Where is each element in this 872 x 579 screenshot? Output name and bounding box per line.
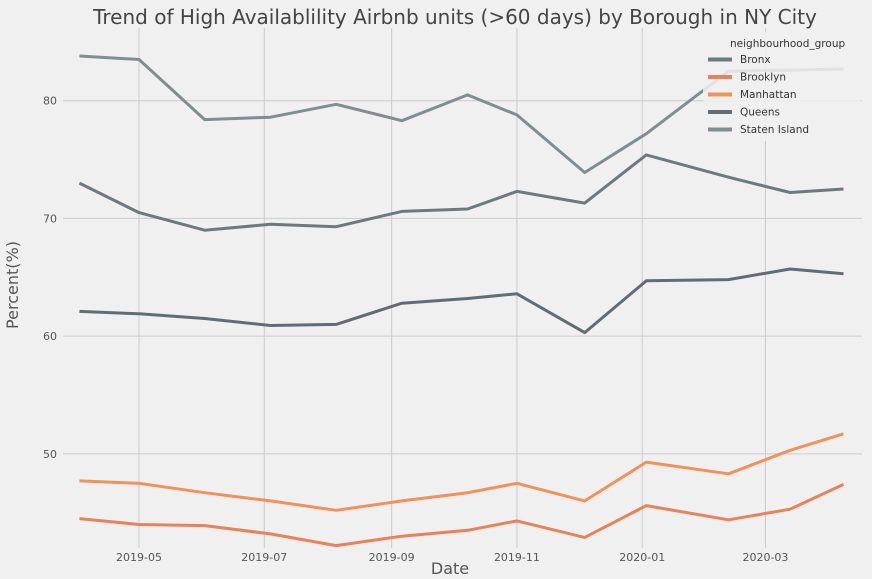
legend-label-queens: Queens [740,107,780,119]
legend-label-bronx: Bronx [740,54,771,66]
y-tick-label: 60 [43,330,57,343]
series-line-bronx [78,153,844,232]
legend-title: neighbourhood_group [730,38,845,50]
tick-labels: 2019-05 2019-07 2019-09 2019-11 2020-01 2020-… [43,95,788,564]
y-tick-label: 70 [43,212,57,225]
y-tick-label: 50 [43,448,57,461]
series-line-brooklyn [79,483,845,548]
legend-box [703,32,861,141]
series-line-queens [79,267,844,335]
x-tick-label: 2020-03 [742,551,788,564]
series-lines [78,54,845,548]
x-tick-label: 2019-05 [116,551,162,564]
x-axis-title: Date [431,559,469,578]
y-tick-label: 80 [43,95,57,108]
chart-title: Trend of High Availablility Airbnb units… [92,5,817,29]
legend-label-brooklyn: Brooklyn [740,72,786,84]
x-tick-label: 2019-09 [369,551,415,564]
x-tick-label: 2019-07 [241,551,287,564]
y-axis-title: Percent(%) [3,241,22,329]
series-line-manhattan [79,432,844,512]
legend-label-staten-island: Staten Island [740,124,809,136]
x-tick-label: 2019-11 [494,551,540,564]
legend-label-manhattan: Manhattan [740,89,797,101]
x-tick-label: 2020-01 [619,551,665,564]
legend: neighbourhood_group Bronx Brooklyn Manhatt… [703,32,861,141]
